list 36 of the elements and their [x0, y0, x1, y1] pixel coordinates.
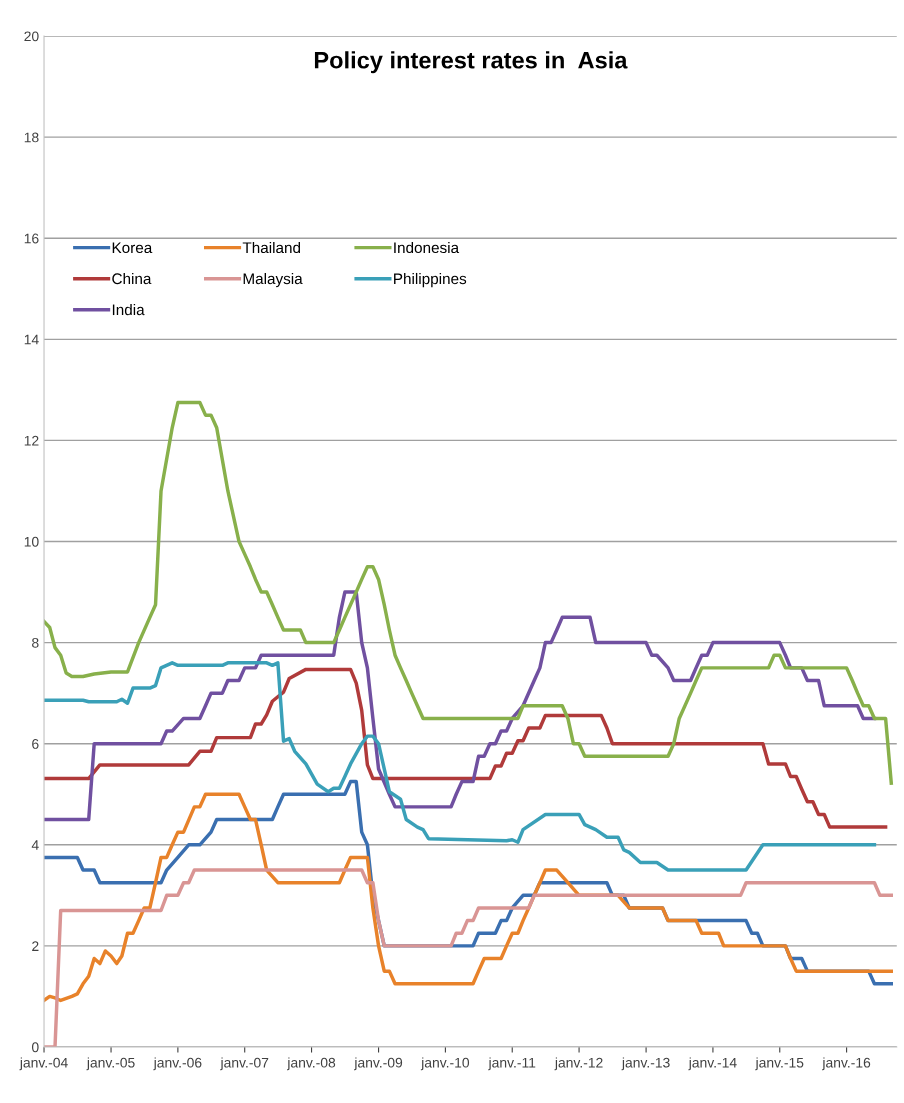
legend-label: Indonesia: [394, 241, 460, 254]
x-tick-label: janv.-05: [86, 1057, 135, 1071]
x-tick-label: janv.-12: [554, 1057, 603, 1071]
legend-label: Korea: [112, 242, 153, 254]
x-tick-label: janv.-09: [354, 1057, 403, 1071]
x-tick-label: janv.-11: [488, 1057, 536, 1071]
y-tick-label: 4: [31, 840, 39, 850]
line-series: [44, 667, 888, 829]
y-tick-label: 10: [24, 536, 39, 547]
x-tick-label: janv.-14: [688, 1057, 737, 1071]
x-tick-label: janv.-08: [287, 1057, 336, 1071]
x-tick-label: janv.-15: [755, 1057, 804, 1071]
y-tick-label: 12: [24, 435, 39, 446]
legend-label: India: [112, 303, 145, 316]
legend-label: Philippines: [394, 272, 467, 288]
y-tick-label: 8: [32, 637, 39, 648]
legend-label: Thailand: [242, 241, 301, 254]
y-tick-label: 18: [24, 132, 39, 143]
x-tick-label: janv.-16: [822, 1057, 871, 1071]
line-series: [44, 868, 894, 1047]
text: Policy interest rates in Asia: [314, 51, 628, 74]
x-tick-label: janv.-10: [420, 1057, 470, 1071]
y-tick-label: 16: [24, 233, 39, 244]
y-tick-label: 20: [24, 31, 39, 42]
y-tick-label: 6: [32, 739, 39, 749]
y-tick-label: 2: [32, 941, 39, 951]
line-series: [44, 400, 894, 785]
y-tick-label: 14: [24, 334, 39, 345]
y-tick-label: 0: [31, 1042, 39, 1053]
x-tick-label: janv.-13: [621, 1057, 670, 1071]
x-tick-label: janv.-07: [220, 1057, 269, 1071]
x-tick-label: janv.-04: [19, 1057, 68, 1071]
legend-label: Malaysia: [243, 272, 303, 288]
x-tick-label: janv.-06: [153, 1057, 202, 1071]
legend-label: China: [112, 272, 152, 285]
line-series: [44, 661, 877, 872]
